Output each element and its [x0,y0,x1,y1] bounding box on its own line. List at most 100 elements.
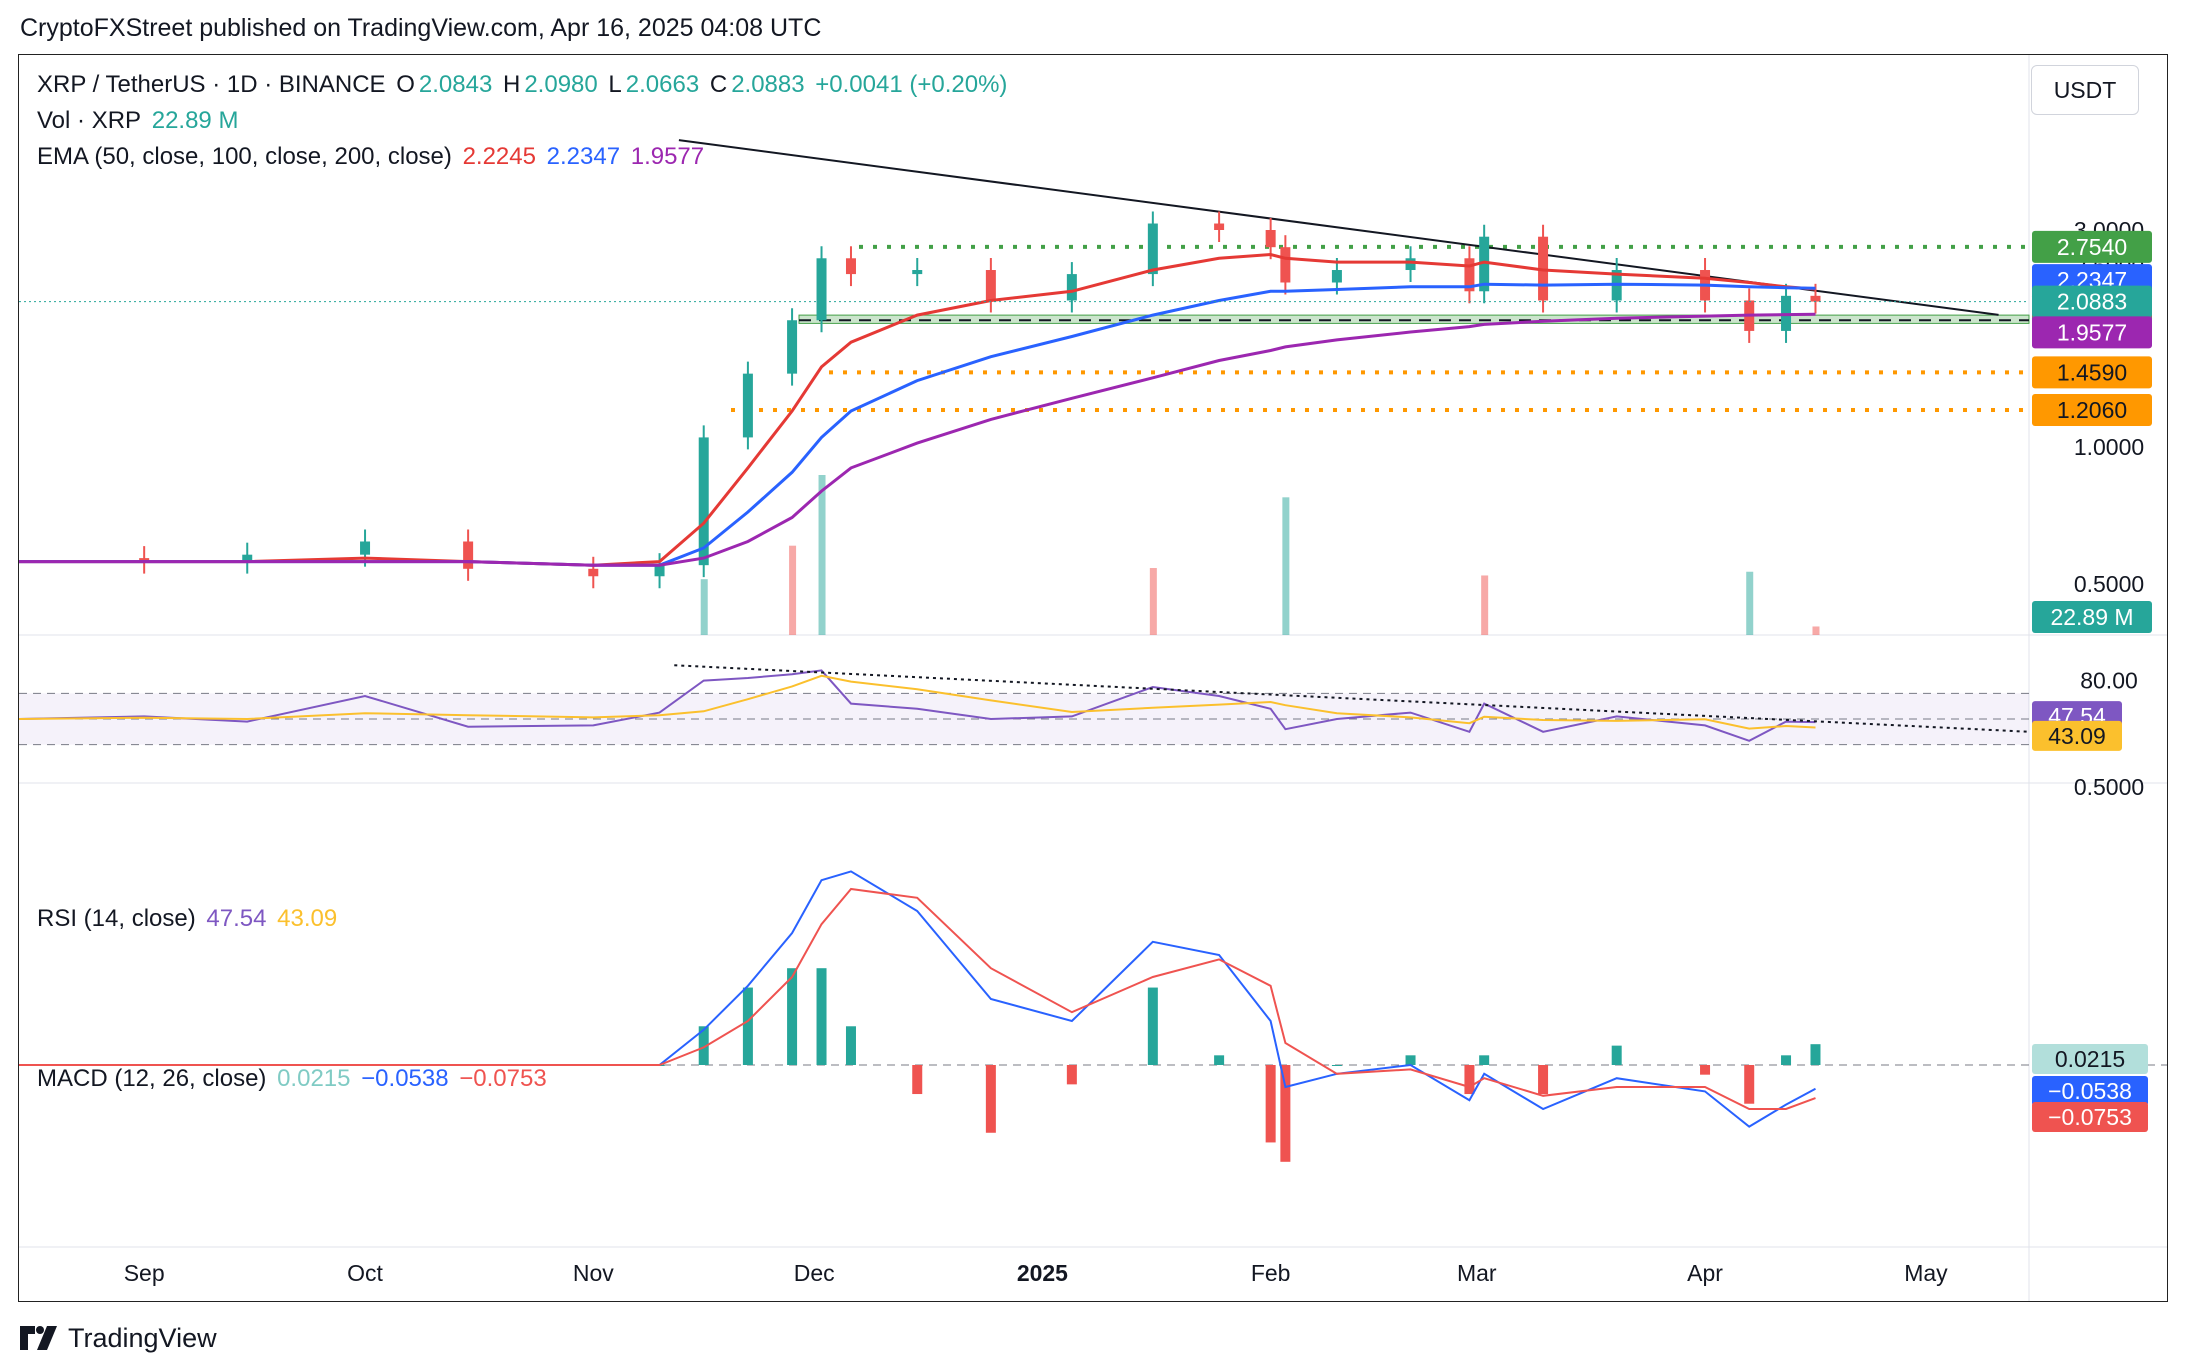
macd-histogram-bar [787,968,798,1065]
macd-histogram-bar [1479,1055,1490,1065]
chart-canvas[interactable]: 3.00002.50001.00000.50002.75402.23472.22… [19,55,2168,1302]
time-tick-label: Oct [347,1260,383,1286]
price-label-box [2032,394,2152,427]
open-label: O [396,71,415,98]
rsi-tick-label: 80.00 [2080,668,2138,694]
macd-hist-value: 0.0215 [277,1065,351,1092]
macd-legend: MACD (12, 26, close) 0.0215 −0.0538 −0.0… [37,1065,551,1093]
volume-bar [1149,568,1157,635]
publisher-text: CryptoFXStreet published on TradingView.… [20,14,822,42]
price-label-box [2032,356,2152,389]
candle-body [1405,258,1416,271]
macd-histogram-bar [1611,1045,1622,1065]
macd-histogram-bar [1538,1065,1549,1095]
candle-body [1331,270,1342,283]
volume-bar [700,579,708,635]
rsi-value-text: 43.09 [2048,723,2106,749]
macd-histogram-bar [912,1065,923,1095]
price-label-box [2032,285,2152,318]
candle-body [1265,230,1276,248]
macd-histogram-bar [698,1026,709,1065]
change-value: +0.0041 (+0.20%) [815,71,1008,98]
candle-body [845,258,856,275]
ema-legend: EMA (50, close, 100, close, 200, close) … [37,143,708,171]
macd-histogram-bar [1066,1065,1077,1085]
ema-label[interactable]: EMA (50, close, 100, close, 200, close) [37,143,452,170]
ema200-value: 1.9577 [630,143,705,170]
macd-histogram-bar [1700,1065,1711,1075]
price-tick-label: 0.5000 [2074,571,2144,597]
footer: TradingView [20,1318,217,1358]
rsi-value: 47.54 [206,905,267,932]
ema-line-100 [19,282,1816,567]
candle-body [1214,223,1225,230]
macd-histogram-bar [845,1026,856,1065]
price-label-text: 2.7540 [2057,234,2127,260]
low-value: 2.0663 [625,71,700,98]
high-label: H [502,71,521,98]
rsi-value-box [2032,720,2122,751]
currency-selector[interactable]: USDT [2031,65,2139,115]
candle-body [985,270,996,301]
time-tick-label: Nov [573,1260,614,1286]
candle-body [742,373,753,438]
ema-line-200 [19,312,1816,567]
rsi-trendline [674,664,2030,733]
macd-value-box [2032,1044,2148,1074]
time-tick-label: Feb [1251,1260,1291,1286]
rsi-label[interactable]: RSI (14, close) [37,905,196,932]
macd-value-text: 0.0215 [2055,1046,2125,1072]
volume-bar [1282,497,1290,635]
macd-histogram-bar [1405,1055,1416,1065]
price-tick-label: 1.0000 [2074,434,2144,460]
macd-histogram-bar [1810,1044,1821,1065]
tradingview-logo-icon [20,1326,57,1350]
price-label-box [2032,230,2152,263]
low-label: L [608,71,622,98]
macd-histogram-bar [1464,1065,1475,1095]
volume-bar [1812,626,1820,635]
macd-value-box [2032,1076,2148,1106]
macd-histogram-bar [1781,1055,1792,1065]
volume-value: 22.89 M [151,107,239,134]
macd-label[interactable]: MACD (12, 26, close) [37,1065,267,1092]
rsi-ma-value: 43.09 [277,905,338,932]
time-tick-label: Apr [1687,1260,1723,1286]
rsi-line [19,669,1816,742]
candle-body [463,541,474,569]
ema100-value: 2.2347 [546,143,621,170]
time-tick-label: 2025 [1017,1260,1068,1286]
candle-body [242,554,253,562]
price-label-box [2032,601,2152,633]
price-label-text: 1.2060 [2057,397,2127,423]
chart-frame[interactable]: 3.00002.50001.00000.50002.75402.23472.22… [18,54,2168,1302]
macd-signal-value: −0.0753 [459,1065,547,1092]
macd-histogram-bar [1147,987,1158,1065]
volume-bar [789,545,797,635]
candle-body [1464,258,1475,292]
time-tick-label: Sep [124,1260,165,1286]
price-label-text: 2.0883 [2057,289,2127,315]
candle-body [1147,223,1158,275]
rsi-legend: RSI (14, close) 47.54 43.09 [37,905,341,933]
candle-body [588,568,599,577]
volume-bar [1746,571,1754,635]
macd-line-value: −0.0538 [361,1065,449,1092]
macd-value-box [2032,1102,2148,1132]
macd-histogram-bar [1744,1065,1755,1104]
open-value: 2.0843 [418,71,493,98]
price-label-box [2032,316,2152,349]
symbol-label[interactable]: XRP / TetherUS · 1D · BINANCE [37,71,386,98]
high-value: 2.0980 [524,71,598,98]
ema50-value: 2.2245 [462,143,536,170]
candle-body [816,258,827,321]
close-value: 2.0883 [731,71,805,98]
candle-body [1280,247,1291,283]
header-bar: CryptoFXStreet published on TradingView.… [0,0,2190,56]
volume-label[interactable]: Vol · XRP [37,107,142,134]
close-label: C [709,71,728,98]
volume-bar [1481,575,1489,635]
macd-value-text: −0.0538 [2048,1078,2132,1104]
candle-body [360,541,371,555]
